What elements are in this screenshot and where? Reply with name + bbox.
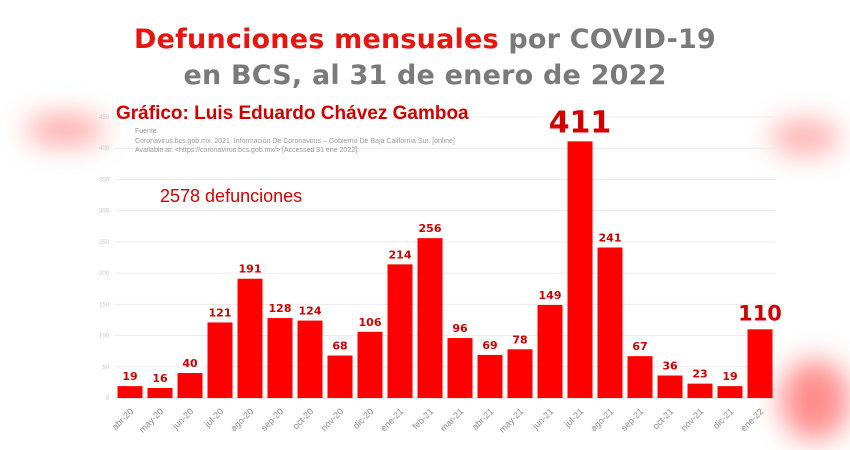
data-label-jun-21: 149	[539, 289, 562, 302]
source-line-2: Coronavirus.bcs.gob.mx. 2021. Informació…	[135, 137, 455, 145]
data-label-sep-21: 67	[632, 340, 647, 353]
y-tick-label: 350	[99, 177, 110, 183]
data-label-may-20: 16	[152, 372, 168, 385]
data-label-jul-20: 121	[209, 306, 232, 319]
source-note: Fuente Coronavirus.bcs.gob.mx. 2021. Inf…	[135, 127, 455, 156]
x-tick-sep-21: sep-21	[619, 406, 646, 433]
data-label-sep-20: 128	[269, 302, 292, 315]
y-tick-label: 0	[106, 396, 110, 402]
y-tick-label: 150	[99, 302, 110, 308]
x-tick-oct-21: oct-21	[651, 406, 676, 431]
x-tick-may-21: may-21	[497, 406, 525, 434]
data-label-nov-21: 23	[692, 368, 707, 381]
data-label-ene-21: 214	[389, 248, 412, 261]
x-tick-abr-20: abr-20	[110, 406, 135, 431]
title-rest: por COVID-19	[498, 24, 717, 55]
data-label-feb-21: 256	[419, 222, 442, 235]
bar-ene-22	[747, 329, 773, 398]
y-tick-label: 100	[99, 334, 110, 340]
y-tick-label: 50	[102, 365, 109, 371]
data-label-may-21: 78	[512, 333, 527, 346]
x-tick-ago-20: ago-20	[229, 406, 256, 433]
bar-ago-21	[597, 247, 623, 398]
y-tick-label: 450	[99, 115, 110, 121]
x-tick-ago-21: ago-21	[589, 406, 616, 433]
x-tick-nov-21: nov-21	[679, 406, 706, 433]
background-blur-right	[770, 120, 840, 155]
background-blur-left	[25, 115, 105, 145]
data-label-mar-21: 96	[452, 322, 468, 335]
x-tick-jun-21: jun-21	[530, 406, 555, 431]
y-tick-label: 200	[99, 271, 110, 277]
bar-nov-21	[687, 383, 713, 398]
total-deaths-label: 2578 defunciones	[160, 186, 303, 206]
data-label-abr-21: 69	[482, 339, 497, 352]
data-label-oct-20: 124	[299, 305, 322, 318]
title-highlight: Defunciones mensuales	[133, 24, 499, 55]
x-tick-mar-21: mar-21	[438, 406, 465, 433]
x-tick-dic-20: dic-20	[351, 406, 375, 430]
x-tick-may-20: may-20	[137, 406, 165, 434]
bar-ago-20	[237, 278, 263, 398]
x-tick-oct-20: oct-20	[291, 406, 316, 431]
bar-sep-21	[627, 356, 653, 398]
bar-sep-20	[267, 318, 293, 398]
y-tick-label: 250	[99, 240, 110, 246]
bar-abr-21	[477, 354, 503, 398]
x-tick-feb-21: feb-21	[410, 406, 435, 431]
bar-dic-21	[717, 386, 743, 398]
data-label-oct-21: 36	[662, 360, 678, 373]
bar-mar-21	[447, 338, 473, 398]
data-label-ene-22: 110	[738, 301, 782, 325]
bar-nov-20	[327, 355, 353, 398]
bar-layer	[117, 141, 773, 398]
data-label-nov-20: 68	[332, 340, 347, 353]
bar-may-20	[147, 388, 173, 398]
bar-jun-21	[537, 304, 563, 398]
data-label-ago-20: 191	[239, 263, 262, 276]
chart-title-line1: Defunciones mensuales por COVID-19	[0, 24, 850, 55]
x-tick-jun-20: jun-20	[170, 406, 195, 431]
background-blur-bottom-right	[780, 360, 850, 440]
y-tick-label: 400	[99, 146, 110, 152]
data-label-dic-21: 19	[722, 370, 737, 383]
bar-ene-21	[387, 264, 413, 398]
y-tick-label: 300	[99, 209, 110, 215]
x-tick-nov-20: nov-20	[319, 406, 346, 433]
bar-jul-21	[567, 141, 593, 398]
bar-jul-20	[207, 322, 233, 398]
x-tick-dic-21: dic-21	[711, 406, 735, 430]
x-tick-jul-20: jul-20	[202, 406, 225, 429]
bar-feb-21	[417, 238, 443, 398]
data-label-dic-20: 106	[359, 316, 382, 329]
source-line-1: Fuente	[135, 128, 157, 135]
data-label-jun-20: 40	[182, 357, 198, 370]
x-tick-abr-21: abr-21	[470, 406, 495, 431]
x-tick-jul-21: jul-21	[562, 406, 585, 429]
source-line-3: Available at: <https://coronavirus.bcs.g…	[135, 147, 360, 154]
chart-credit: Gráfico: Luis Eduardo Chávez Gamboa	[116, 103, 469, 124]
bar-may-21	[507, 349, 533, 398]
bar-abr-20	[117, 386, 143, 398]
x-tick-ene-22: ene-22	[739, 406, 766, 433]
bar-oct-20	[297, 320, 323, 398]
bar-oct-21	[657, 375, 683, 398]
bar-dic-20	[357, 331, 383, 398]
chart-title-line2: en BCS, al 31 de enero de 2022	[183, 60, 667, 91]
x-tick-ene-21: ene-21	[379, 406, 406, 433]
x-tick-sep-20: sep-20	[259, 406, 286, 433]
bar-jun-20	[177, 373, 203, 398]
data-label-jul-21: 411	[549, 105, 612, 140]
data-label-ago-21: 241	[599, 232, 622, 245]
data-label-abr-20: 19	[122, 370, 137, 383]
